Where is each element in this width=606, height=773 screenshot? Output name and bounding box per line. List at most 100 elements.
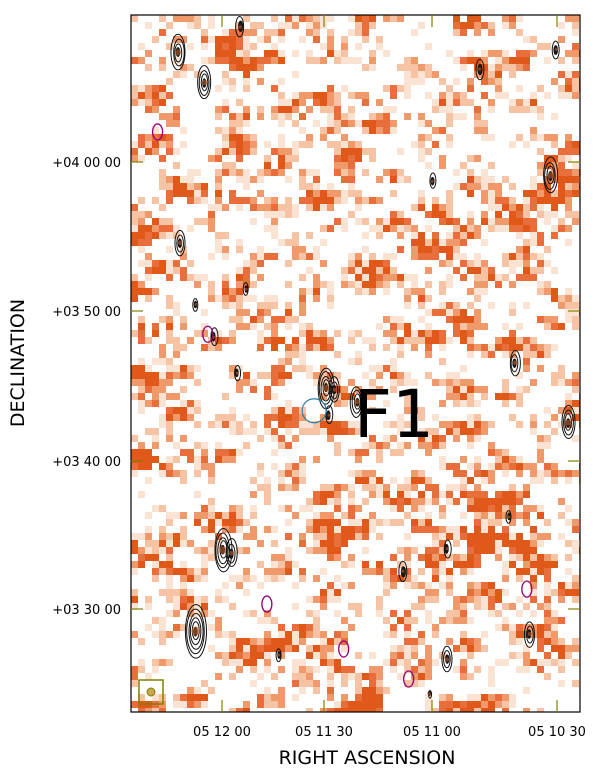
heatmap-cell-1185 (250, 316, 257, 323)
heatmap-cell-1136 (166, 302, 173, 309)
heatmap-cell-2047 (138, 533, 145, 540)
heatmap-cell-2785 (327, 708, 334, 712)
heatmap-cell-1241 (229, 330, 236, 337)
heatmap-cell-1972 (516, 512, 523, 519)
heatmap-cell-2642 (376, 666, 383, 673)
heatmap-cell-117 (327, 43, 334, 50)
heatmap-cell-1183 (229, 316, 236, 323)
heatmap-cell-2457 (390, 624, 397, 631)
heatmap-cell-355 (334, 106, 341, 113)
heatmap-cell-1229 (516, 323, 523, 330)
heatmap-cell-1192 (390, 316, 397, 323)
heatmap-cell-2272 (334, 575, 341, 582)
source-contour-13 (398, 560, 408, 583)
heatmap-cell-1305 (208, 344, 215, 351)
heatmap-cell-306 (495, 92, 502, 99)
heatmap-cell-1069 (348, 281, 355, 288)
heatmap-cell-1328 (509, 344, 516, 351)
heatmap-cell-2733 (439, 694, 446, 701)
heatmap-cell-1847 (397, 484, 404, 491)
heatmap-cell-2097 (271, 540, 278, 547)
heatmap-cell-808 (390, 218, 397, 225)
heatmap-cell-1418 (516, 372, 523, 379)
heatmap-cell-301 (439, 92, 446, 99)
heatmap-cell-2505 (243, 638, 250, 645)
heatmap-cell-368 (537, 106, 544, 113)
heatmap-cell-1111 (551, 288, 558, 295)
heatmap-cell-732 (131, 204, 138, 211)
heatmap-cell-926 (432, 246, 439, 253)
heatmap-cell-1020 (530, 267, 537, 274)
heatmap-cell-1406 (313, 372, 320, 379)
heatmap-cell-1738 (439, 456, 446, 463)
heatmap-cell-1657 (257, 435, 264, 442)
heatmap-cell-136 (327, 50, 334, 57)
heatmap-cell-2738 (488, 694, 495, 701)
heatmap-cell-2017 (229, 526, 236, 533)
heatmap-cell-611 (341, 176, 348, 183)
heatmap-cell-988 (502, 260, 509, 267)
heatmap-cell-577 (271, 169, 278, 176)
heatmap-cell-1766 (502, 463, 509, 470)
heatmap-cell-2349 (215, 596, 222, 603)
heatmap-cell-710 (334, 197, 341, 204)
heatmap-cell-2458 (404, 624, 411, 631)
heatmap-cell-1115 (166, 295, 173, 302)
heatmap-cell-1465 (264, 386, 271, 393)
heatmap-cell-2363 (474, 596, 481, 603)
heatmap-cell-1474 (453, 386, 460, 393)
heatmap-cell-1518 (334, 400, 341, 407)
heatmap-cell-1991 (348, 519, 355, 526)
heatmap-cell-1950 (215, 512, 222, 519)
heatmap-cell-1468 (341, 386, 348, 393)
heatmap-cell-889 (131, 239, 138, 246)
heatmap-cell-2519 (411, 638, 418, 645)
heatmap-cell-464 (131, 141, 138, 148)
heatmap-cell-2358 (425, 596, 432, 603)
heatmap-cell-62 (222, 29, 229, 36)
heatmap-cell-290 (306, 92, 313, 99)
source-contour-23 (192, 298, 199, 312)
heatmap-cell-1558 (187, 414, 194, 421)
contour-level (275, 648, 282, 663)
heatmap-cell-2172 (432, 554, 439, 561)
source-contour-8 (349, 386, 363, 418)
heatmap-cell-1935 (488, 505, 495, 512)
heatmap-cell-934 (180, 253, 187, 260)
heatmap-cell-2367 (516, 596, 523, 603)
source-contour-2 (235, 16, 245, 38)
heatmap-cell-567 (159, 169, 166, 176)
heatmap-cell-1078 (439, 281, 446, 288)
heatmap-cell-1475 (460, 386, 467, 393)
heatmap-cell-2160 (201, 554, 208, 561)
heatmap-cell-2224 (166, 568, 173, 575)
heatmap-cell-2755 (271, 701, 278, 708)
heatmap-cell-2533 (229, 645, 236, 652)
heatmap-cell-1718 (488, 449, 495, 456)
heatmap-cell-1929 (411, 505, 418, 512)
heatmap-cell-2033 (418, 526, 425, 533)
heatmap-cell-1590 (264, 421, 271, 428)
heatmap-cell-920 (313, 246, 320, 253)
heatmap-cell-145 (495, 50, 502, 57)
heatmap-cell-1820 (404, 477, 411, 484)
heatmap-cell-935 (208, 253, 215, 260)
heatmap-cell-1414 (404, 372, 411, 379)
heatmap-cell-208 (425, 64, 432, 71)
heatmap-cell-374 (236, 113, 243, 120)
heatmap-cell-1615 (488, 421, 495, 428)
heatmap-cell-834 (208, 225, 215, 232)
heatmap-cell-1791 (418, 470, 425, 477)
heatmap-cell-1678 (194, 442, 201, 449)
heatmap-cell-2473 (173, 631, 180, 638)
heatmap-cell-1230 (544, 323, 551, 330)
heatmap-cell-1828 (530, 477, 537, 484)
heatmap-cell-2194 (180, 561, 187, 568)
heatmap-cell-146 (502, 50, 509, 57)
heatmap-cell-568 (187, 169, 194, 176)
heatmap-cell-210 (474, 64, 481, 71)
heatmap-cell-2018 (236, 526, 243, 533)
heatmap-cell-717 (432, 197, 439, 204)
heatmap-cell-1452 (530, 379, 537, 386)
heatmap-cell-2639 (341, 666, 348, 673)
